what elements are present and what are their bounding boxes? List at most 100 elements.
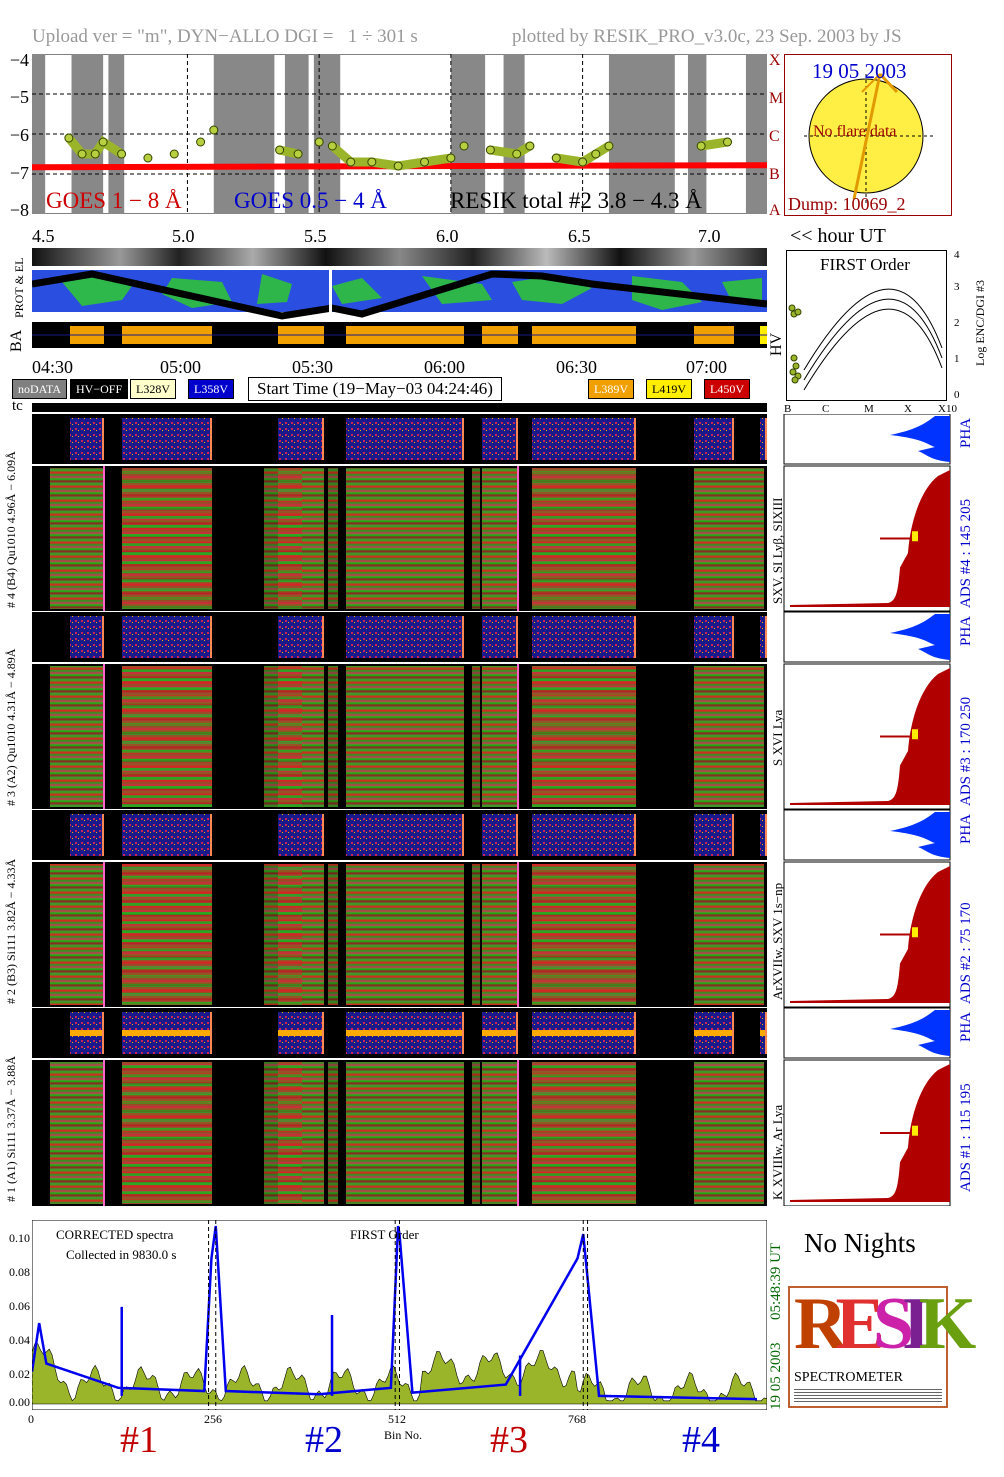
goes-xtick: 4.5 (32, 226, 55, 246)
corrected-plot: CORRECTED spectra Collected in 9830.0 s … (32, 1220, 767, 1410)
time-label: 07:00 (686, 357, 728, 377)
pha-block (760, 418, 767, 460)
resik-point (77, 149, 87, 159)
resik-point (327, 141, 337, 151)
resik-point (485, 145, 495, 155)
ads-hist (790, 1064, 950, 1202)
pha-block (278, 814, 324, 856)
resik-logo: RESIK SPECTROMETER (788, 1283, 976, 1408)
spectral-stripes-narrow (472, 864, 480, 1005)
ch2-label: # 2 (B3) Si111 3.82Å − 4.33Å (4, 858, 18, 1004)
goes-xtick: 7.0 (698, 226, 721, 246)
logo-spectrometer: SPECTROMETER (794, 1370, 903, 1386)
resik-point (591, 149, 601, 159)
fo-xtick: C (822, 403, 829, 414)
class-c: C (769, 128, 780, 145)
l450-chip: L450V (704, 379, 750, 399)
pha-block (122, 616, 212, 658)
pha-block (482, 814, 518, 856)
ch3-spec: S XVI Lya (770, 709, 785, 766)
logo-big: RESIK (794, 1283, 976, 1365)
ads-marker (912, 531, 918, 542)
spectral-stripes-red (532, 666, 642, 807)
data-gap (636, 862, 694, 1007)
nodata-chip: noDATA (12, 379, 68, 399)
data-gap (636, 664, 694, 809)
ch4-ads: ADS #4 : 145 205 (958, 498, 974, 608)
header-left: Upload ver = "m", DYN−ALLO DGI = 1 ÷ 301… (32, 26, 418, 47)
sun-dump: Dump: 10069_2 (788, 194, 906, 214)
no-nights: No Nights (804, 1228, 916, 1258)
corr-ytick: 0.06 (9, 1299, 30, 1313)
spectral-stripes-narrow (328, 666, 338, 807)
orbit-time-labels: 04:30 05:00 05:30 06:00 06:30 07:00 (32, 357, 767, 379)
ch1-spec: K XVIIIw, Ar Lya (770, 1104, 785, 1200)
resik-point (393, 161, 403, 171)
spectral-stripes (694, 666, 764, 807)
goes-ytick: −7 (9, 163, 29, 183)
pha-block (760, 814, 767, 856)
data-gap (518, 664, 532, 809)
corr-side-date: 19 05 2003 (768, 1342, 784, 1411)
ba-label: BA (8, 329, 25, 352)
spectral-stripes (694, 468, 764, 609)
corrected-blue-line (32, 1225, 757, 1401)
ch3-ads: ADS #3 : 170 250 (958, 696, 974, 806)
time-label: 06:30 (556, 357, 598, 377)
spectral-stripes-narrow (328, 1062, 338, 1204)
ch3-pha: PHA (958, 615, 974, 646)
pha-block (482, 616, 518, 658)
time-label: 04:30 (32, 357, 74, 377)
goes-xtick: 5.5 (304, 226, 327, 246)
resik-point (578, 157, 588, 167)
spectral-stripes-narrow (54, 1062, 64, 1204)
goes-ytick: −5 (9, 87, 29, 107)
fo-xtick: X10 (938, 403, 957, 414)
data-gap (636, 1060, 694, 1206)
pha-block (278, 616, 324, 658)
pha-hist (890, 1010, 950, 1056)
data-gap (518, 862, 532, 1007)
resik-point (275, 145, 285, 155)
pha-block (122, 418, 212, 460)
corr-ytick: 0.02 (9, 1367, 30, 1381)
goes-xtick: 6.0 (436, 226, 459, 246)
pha-line (482, 1030, 518, 1036)
tc-label: tc (12, 398, 23, 414)
pha-line (532, 1030, 636, 1036)
corr-xtick: 0 (28, 1412, 34, 1426)
corr-xtick: 256 (204, 1412, 222, 1426)
data-gap (32, 862, 50, 1007)
logo-smallprint (794, 1388, 942, 1402)
ads-hist (790, 866, 950, 1003)
data-gap (104, 1060, 122, 1206)
resik-point (64, 133, 74, 143)
resik-point (420, 157, 430, 167)
corr-title: CORRECTED spectra (56, 1227, 174, 1242)
channel-3-label: #3 (490, 1419, 528, 1461)
goes-class-labels: X M C B A (768, 50, 784, 220)
class-x: X (769, 52, 781, 69)
ch1-label: # 1 (A1) Si111 3.37Å − 3.88Å (4, 1056, 18, 1202)
first-order-panel: FIRST Order 4 3 2 1 0 B C M X X10 Log EN… (784, 249, 987, 414)
resik-point (604, 141, 614, 151)
pha-block (122, 814, 212, 856)
goes-series (32, 125, 767, 171)
spectral-stripes-narrow (264, 468, 278, 609)
resik-point (346, 157, 356, 167)
goes-ytick: −4 (9, 50, 29, 70)
spectral-stripes-narrow (472, 468, 480, 609)
pha-block (346, 418, 464, 460)
data-gap (32, 664, 50, 809)
pha-line (122, 1030, 212, 1036)
protel-label: PROT & EL (12, 257, 26, 318)
pha-line (694, 1030, 734, 1036)
spectral-stripes-narrow (264, 864, 278, 1005)
data-gap (518, 1060, 532, 1206)
data-gap (518, 466, 532, 611)
fo-xtick: X (904, 403, 912, 414)
ch4-pha: PHA (958, 417, 974, 448)
ads-marker (912, 927, 918, 938)
goes-plot: GOES 1 − 8 Å GOES 0.5 − 4 Å RESIK total … (32, 54, 767, 214)
resik-point (143, 153, 153, 163)
